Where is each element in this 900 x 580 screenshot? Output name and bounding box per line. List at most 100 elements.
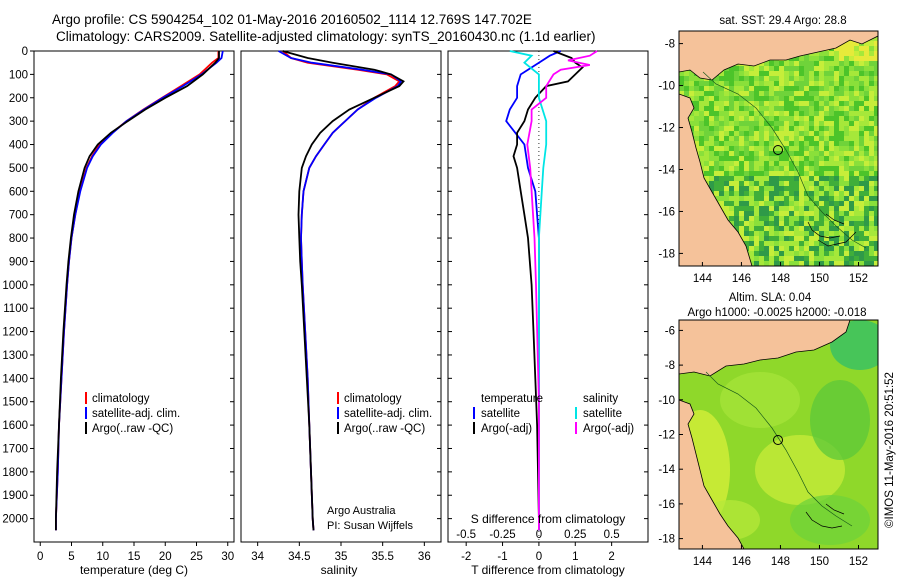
sst-cell (809, 151, 814, 156)
sst-cell (759, 261, 764, 266)
sst-cell (844, 151, 849, 156)
legend-label-climatology: climatology (92, 393, 150, 405)
sst-cell (829, 61, 834, 66)
sst-cell (789, 251, 794, 256)
sst-cell (804, 61, 809, 66)
sla-anomaly-blob (790, 495, 870, 545)
sst-cell (729, 101, 734, 106)
sst-cell (784, 116, 789, 121)
sst-cell (729, 166, 734, 171)
sst-cell (719, 136, 724, 141)
sst-cell (854, 141, 859, 146)
sst-cell (829, 186, 834, 191)
sst-cell (804, 261, 809, 266)
sst-cell (709, 131, 714, 136)
sst-cell (824, 181, 829, 186)
sst-cell (759, 106, 764, 111)
sst-cell (814, 111, 819, 116)
sst-cell (809, 206, 814, 211)
sst-cell (704, 166, 709, 171)
sst-map-frame (678, 30, 879, 267)
sst-cell (829, 66, 834, 71)
sst-cell (754, 121, 759, 126)
sst-cell (784, 71, 789, 76)
sst-cell (789, 246, 794, 251)
sla-anomaly-blob (755, 435, 845, 505)
sst-cell (739, 166, 744, 171)
sst-cell (799, 151, 804, 156)
sst-cell (824, 246, 829, 251)
sst-cell (874, 81, 878, 86)
sst-cell (749, 91, 754, 96)
sst-cell (844, 261, 849, 266)
sst-cell (854, 116, 859, 121)
sst-cell (749, 131, 754, 136)
sst-cell (849, 121, 854, 126)
sst-cell (749, 216, 754, 221)
sst-cell (834, 221, 839, 226)
sst-cell (769, 71, 774, 76)
sst-cell (834, 251, 839, 256)
sst-cell (849, 131, 854, 136)
sst-cell (724, 161, 729, 166)
sst-cell (829, 261, 834, 266)
sst-cell (814, 191, 819, 196)
sst-cell (774, 91, 779, 96)
sst-cell (864, 191, 869, 196)
sst-cell (739, 106, 744, 111)
sst-cell (869, 166, 874, 171)
sst-cell (729, 91, 734, 96)
sst-cell (769, 171, 774, 176)
sst-cell (769, 61, 774, 66)
sst-cell (759, 126, 764, 131)
sst-cell (839, 171, 844, 176)
sst-cell (724, 126, 729, 131)
sst-cell (744, 121, 749, 126)
sst-cell (814, 176, 819, 181)
sst-cell (844, 256, 849, 261)
legend-label-argo: Argo(..raw -QC) (344, 423, 425, 435)
sst-cell (689, 81, 694, 86)
sst-cell (779, 226, 784, 231)
sst-cell (744, 151, 749, 156)
legend-label-satellite: satellite-adj. clim. (92, 408, 180, 420)
sst-cell (739, 161, 744, 166)
sla-map-axes: 144 146 148 150 152-6-8-10-12-14-16-18 (658, 325, 868, 568)
sst-cell (734, 186, 739, 191)
sst-cell (834, 196, 839, 201)
sst-cell (719, 186, 724, 191)
sst-cell (859, 231, 864, 236)
sst-cell (799, 226, 804, 231)
sst-cell (749, 166, 754, 171)
sst-cell (759, 216, 764, 221)
sst-cell (864, 246, 869, 251)
sst-cell (809, 126, 814, 131)
sst-cell (744, 241, 749, 246)
sst-cell (799, 161, 804, 166)
sst-cell (714, 116, 719, 121)
sst-cell (794, 66, 799, 71)
sst-cell (764, 261, 769, 266)
sst-cell (809, 236, 814, 241)
sst-cell (744, 96, 749, 101)
sst-cell (854, 136, 859, 141)
sst-cell (849, 171, 854, 176)
sst-cell (859, 106, 864, 111)
sst-cell (779, 101, 784, 106)
sst-cell (759, 211, 764, 216)
sst-cell (814, 81, 819, 86)
depth-tick-label: 1800 (2, 467, 28, 479)
sst-cell (764, 211, 769, 216)
sst-cell (799, 241, 804, 246)
sst-cell (729, 71, 734, 76)
sst-cell (854, 46, 859, 51)
sst-cell (794, 181, 799, 186)
sst-cell (809, 86, 814, 91)
sst-cell (749, 141, 754, 146)
sst-cell (799, 251, 804, 256)
sst-cell (839, 56, 844, 61)
sst-cell (844, 61, 849, 66)
sst-cell (809, 176, 814, 181)
sst-cell (734, 111, 739, 116)
sst-cell (864, 61, 869, 66)
